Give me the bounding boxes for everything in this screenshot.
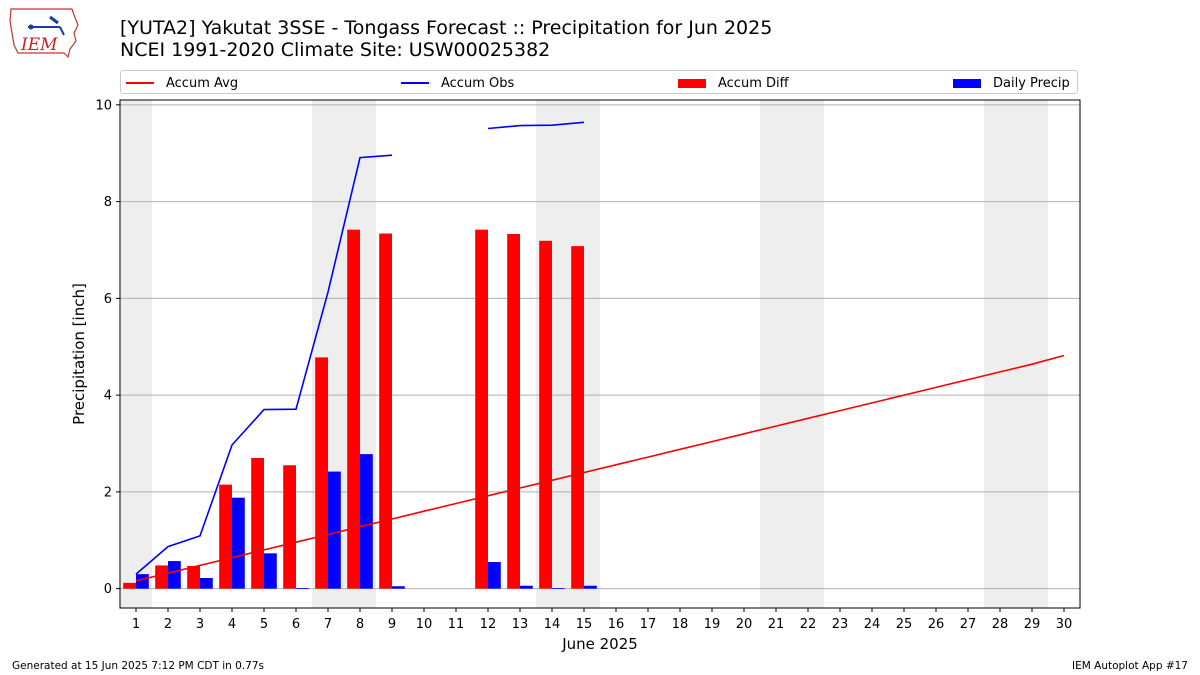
bar-daily-precip-day-6 — [296, 588, 309, 589]
bar-daily-precip-day-12 — [488, 562, 501, 589]
chart-title-line2: NCEI 1991-2020 Climate Site: USW00025382 — [120, 39, 551, 61]
line-accum-obs-segment-1 — [487, 121, 585, 130]
x-tick-label-12: 12 — [480, 617, 497, 632]
y-tick-label-6: 6 — [104, 292, 112, 307]
x-tick-label-5: 5 — [260, 617, 268, 632]
footer-generated-text: Generated at 15 Jun 2025 7:12 PM CDT in … — [12, 660, 265, 672]
x-tick-label-16: 16 — [608, 617, 625, 632]
x-tick-label-8: 8 — [356, 617, 364, 632]
legend-label-accum-avg: Accum Avg — [166, 75, 239, 91]
legend-label-daily-precip: Daily Precip — [993, 75, 1070, 91]
x-axis-label: June 2025 — [561, 635, 638, 653]
x-tick-label-4: 4 — [228, 617, 236, 632]
line-accum-avg-segment-0 — [135, 354, 1065, 582]
bar-accum-diff-day-4 — [219, 484, 232, 589]
bar-accum-diff-day-6 — [283, 465, 296, 589]
x-tick-label-13: 13 — [512, 617, 529, 632]
y-tick-label-4: 4 — [104, 389, 112, 404]
bar-accum-diff-day-8 — [347, 229, 360, 589]
x-tick-label-20: 20 — [736, 617, 753, 632]
x-tick-label-19: 19 — [704, 617, 721, 632]
x-tick-label-23: 23 — [832, 617, 849, 632]
y-tick-label-2: 2 — [104, 485, 112, 500]
bar-daily-precip-day-3 — [200, 578, 213, 589]
x-tick-label-3: 3 — [196, 617, 204, 632]
bar-daily-precip-day-2 — [168, 561, 181, 589]
bar-accum-diff-day-15 — [571, 246, 584, 589]
chart-title: [YUTA2] Yakutat 3SSE - Tongass Forecast … — [120, 17, 772, 61]
bar-accum-diff-day-13 — [507, 234, 520, 589]
legend-swatch-accum-obs — [401, 82, 429, 84]
bar-daily-precip-day-13 — [520, 585, 533, 589]
logo-text: IEM — [20, 35, 58, 55]
bar-accum-diff-day-5 — [251, 458, 264, 589]
bar-daily-precip-day-8 — [360, 454, 373, 589]
bar-accum-diff-day-7 — [315, 357, 328, 589]
bar-daily-precip-day-9 — [392, 586, 405, 589]
plot-frame — [119, 99, 1081, 609]
legend-item-accum-diff: Accum Diff — [678, 74, 789, 92]
legend-swatch-accum-diff — [678, 78, 706, 88]
x-tick-label-28: 28 — [992, 617, 1009, 632]
iowa-outline-shape — [9, 8, 79, 59]
x-tick-label-18: 18 — [672, 617, 689, 632]
iem-logo: IEM — [9, 8, 79, 59]
x-tick-label-17: 17 — [640, 617, 657, 632]
weekend-shade-day-1 — [120, 100, 152, 608]
y-tick-label-8: 8 — [104, 195, 112, 210]
legend-label-accum-obs: Accum Obs — [441, 75, 515, 91]
footer-app-text: IEM Autoplot App #17 — [1072, 660, 1188, 672]
legend-swatch-accum-avg — [126, 82, 154, 84]
bar-accum-diff-day-2 — [155, 565, 168, 589]
bar-daily-precip-day-5 — [264, 553, 277, 589]
x-tick-label-2: 2 — [164, 617, 172, 632]
x-tick-label-25: 25 — [896, 617, 913, 632]
x-tick-label-21: 21 — [768, 617, 785, 632]
x-tick-label-1: 1 — [132, 617, 140, 632]
legend-item-accum-obs: Accum Obs — [401, 74, 514, 92]
bar-accum-diff-day-3 — [187, 565, 200, 589]
chart-legend: Accum Avg Accum Obs Accum Diff Daily Pre… — [120, 70, 1078, 94]
x-tick-label-9: 9 — [388, 617, 396, 632]
legend-item-accum-avg: Accum Avg — [126, 74, 238, 92]
x-tick-label-27: 27 — [960, 617, 977, 632]
x-tick-label-22: 22 — [800, 617, 817, 632]
line-accum-obs-segment-0 — [135, 154, 393, 575]
x-tick-label-24: 24 — [864, 617, 881, 632]
x-tick-label-7: 7 — [324, 617, 332, 632]
weekend-shade-day-22 — [792, 100, 824, 608]
x-tick-label-11: 11 — [448, 617, 465, 632]
legend-item-daily-precip: Daily Precip — [953, 74, 1070, 92]
bar-daily-precip-day-4 — [232, 497, 245, 589]
weekend-shade-day-21 — [760, 100, 792, 608]
chart-title-line1: [YUTA2] Yakutat 3SSE - Tongass Forecast … — [120, 17, 773, 39]
bar-accum-diff-day-1 — [123, 582, 136, 589]
bar-daily-precip-day-1 — [136, 574, 149, 589]
x-tick-label-15: 15 — [576, 617, 593, 632]
x-tick-label-30: 30 — [1056, 617, 1073, 632]
y-tick-label-10: 10 — [95, 98, 112, 113]
weather-station-icon — [28, 24, 34, 30]
x-tick-label-14: 14 — [544, 617, 561, 632]
bar-accum-diff-day-14 — [539, 240, 552, 589]
y-tick-label-0: 0 — [104, 582, 112, 597]
legend-label-accum-diff: Accum Diff — [718, 75, 789, 91]
weekend-shade-day-29 — [1016, 100, 1048, 608]
bar-daily-precip-day-14 — [552, 588, 565, 589]
x-tick-label-29: 29 — [1024, 617, 1041, 632]
y-axis-label: Precipitation [inch] — [70, 283, 88, 425]
bar-accum-diff-day-9 — [379, 233, 392, 589]
weekend-shade-day-28 — [984, 100, 1016, 608]
bar-daily-precip-day-7 — [328, 471, 341, 589]
x-tick-label-10: 10 — [416, 617, 433, 632]
bar-daily-precip-day-15 — [584, 585, 597, 589]
legend-swatch-daily-precip — [953, 78, 981, 88]
x-tick-label-26: 26 — [928, 617, 945, 632]
x-tick-label-6: 6 — [292, 617, 300, 632]
bar-accum-diff-day-12 — [475, 229, 488, 589]
